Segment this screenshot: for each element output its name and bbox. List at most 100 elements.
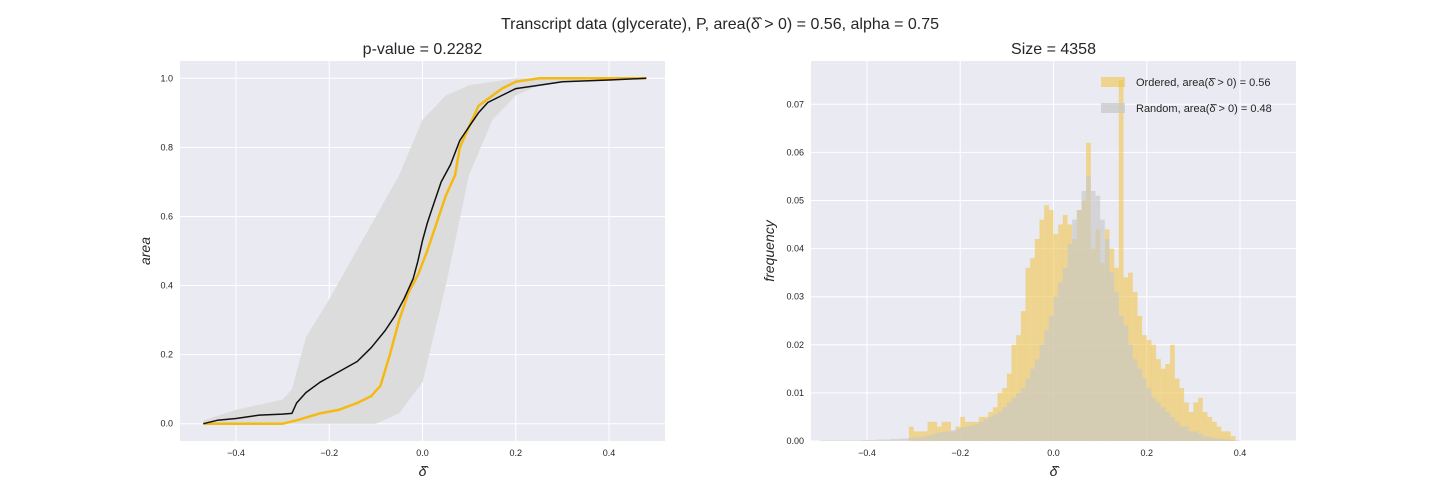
- legend-label-random: Random, area(δ̂ > 0) = 0.48: [1136, 103, 1272, 115]
- random-hist-bar: [1202, 436, 1208, 441]
- x-tick-label: 0.4: [1234, 448, 1247, 458]
- random-hist-bar: [1016, 392, 1021, 441]
- random-hist-bar: [820, 440, 825, 441]
- y-tick-label: 0.01: [786, 388, 804, 398]
- left-panel: −0.4 −0.2 0.0 0.2 0.4 0.0 0.2 0.4 0.6 0.8 1.0 p-va…: [137, 41, 665, 479]
- random-hist-bar: [1216, 438, 1222, 441]
- ordered-hist-bar: [913, 431, 919, 441]
- random-line: [203, 77, 647, 425]
- random-hist-bar: [881, 439, 886, 441]
- random-hist-bar: [885, 439, 891, 441]
- y-tick-label: 0.06: [786, 147, 804, 157]
- random-hist-bar: [890, 439, 895, 441]
- left-title: p-value = 0.2282: [363, 41, 483, 58]
- random-hist-bar: [1109, 272, 1115, 441]
- random-hist-bar: [1081, 190, 1087, 441]
- random-hist-bar: [946, 431, 951, 441]
- random-hist-bar: [964, 426, 970, 441]
- random-hist-bar: [1212, 438, 1217, 441]
- random-hist-bar: [904, 438, 909, 441]
- random-hist-bar: [1025, 378, 1031, 441]
- ordered-hist-bar: [1226, 431, 1231, 441]
- random-hist-bar: [1011, 397, 1017, 441]
- random-hist-bar: [1123, 325, 1129, 441]
- random-hist-bar: [876, 439, 881, 441]
- ordered-hist-bar: [927, 421, 933, 441]
- random-hist-bar: [1090, 190, 1096, 441]
- ordered-hist-bar: [1221, 431, 1227, 441]
- ordered-hist-bar: [1156, 359, 1161, 441]
- ordered-line: [203, 77, 647, 425]
- right-panel: −0.4 −0.2 0.0 0.2 0.4 0.00 0.01 0.02 0.03 0.04 0.0…: [761, 41, 1296, 479]
- random-hist-bar: [1146, 388, 1152, 441]
- ordered-hist-bar: [1174, 378, 1180, 441]
- random-hist-bar: [1170, 416, 1175, 441]
- y-tick-label: 0.04: [786, 244, 804, 254]
- y-tick-label: 0.2: [160, 350, 173, 360]
- x-tick-label: −0.4: [227, 448, 245, 458]
- ordered-hist-bar: [1179, 388, 1185, 441]
- random-hist-bar: [894, 439, 900, 441]
- random-hist-bar: [1230, 440, 1236, 441]
- random-hist-bar: [1151, 397, 1157, 441]
- left-y-axis-label: area: [137, 237, 153, 265]
- random-hist-bar: [1118, 315, 1124, 441]
- random-hist-bar: [1076, 210, 1082, 441]
- y-tick-label: 0.03: [786, 292, 804, 302]
- ordered-hist-bar: [1025, 267, 1031, 441]
- random-hist-bar: [1207, 437, 1213, 441]
- random-hist-bar: [1058, 282, 1063, 441]
- random-hist-bar: [1044, 330, 1049, 441]
- random-hist-bar: [1137, 368, 1143, 441]
- x-tick-label: −0.4: [858, 448, 876, 458]
- random-hist-bar: [1226, 439, 1231, 441]
- y-tick-label: 0.02: [786, 340, 804, 350]
- random-hist-bar: [834, 440, 839, 441]
- random-hist-bar: [941, 431, 947, 441]
- legend-label-ordered: Ordered, area(δ̂ > 0) = 0.56: [1136, 77, 1271, 89]
- random-hist-bar: [908, 438, 914, 441]
- x-tick-label: −0.2: [951, 448, 969, 458]
- random-hist-bar: [1165, 412, 1171, 441]
- y-tick-label: 0.05: [786, 195, 804, 205]
- confidence-band: [203, 78, 647, 424]
- ordered-hist-bar: [1216, 426, 1222, 441]
- ordered-hist-bar: [1184, 402, 1189, 441]
- random-hist-bar: [932, 433, 937, 441]
- ordered-hist-bar: [1212, 421, 1217, 441]
- ordered-hist-bar: [918, 431, 923, 441]
- ordered-hist-bar: [932, 421, 937, 441]
- left-ticks: −0.4 −0.2 0.0 0.2 0.4 0.0 0.2 0.4 0.6 0.8 1.0: [160, 73, 615, 458]
- y-tick-label: 0.00: [786, 436, 804, 446]
- random-hist-bar: [1053, 296, 1059, 441]
- random-hist-bar: [1072, 219, 1077, 441]
- ordered-hist-bar: [1165, 364, 1171, 441]
- ordered-hist-bar: [1207, 416, 1213, 441]
- random-hist-bar: [1095, 195, 1101, 441]
- ordered-hist-bar: [1118, 80, 1124, 441]
- ordered-hist-bar: [908, 426, 914, 441]
- ordered-hist-bar: [1016, 335, 1021, 441]
- random-hist-bar: [1142, 378, 1147, 441]
- ordered-hist-bar: [1020, 311, 1026, 441]
- ordered-hist-bar: [1202, 412, 1208, 441]
- x-tick-label: 0.0: [1047, 448, 1060, 458]
- random-hist-bar: [1179, 426, 1185, 441]
- ordered-hist-bar: [1198, 397, 1203, 441]
- x-tick-label: 0.4: [603, 448, 616, 458]
- random-hist-bar: [867, 440, 872, 441]
- random-hist-bar: [839, 440, 844, 441]
- ordered-hist-bar: [1039, 219, 1045, 441]
- ordered-hist-bar: [941, 421, 947, 441]
- random-hist-bar: [848, 440, 853, 441]
- random-hist-bar: [1062, 267, 1068, 441]
- random-hist-bar: [1048, 315, 1054, 441]
- random-hist-bar: [969, 425, 975, 441]
- random-hist-bar: [1086, 176, 1091, 441]
- right-x-axis-label: δ̂: [1050, 463, 1061, 479]
- random-hist-bar: [1002, 407, 1007, 441]
- random-hist-bar: [1114, 291, 1119, 441]
- random-hist-bar: [918, 437, 923, 441]
- random-hist-bar: [857, 440, 863, 441]
